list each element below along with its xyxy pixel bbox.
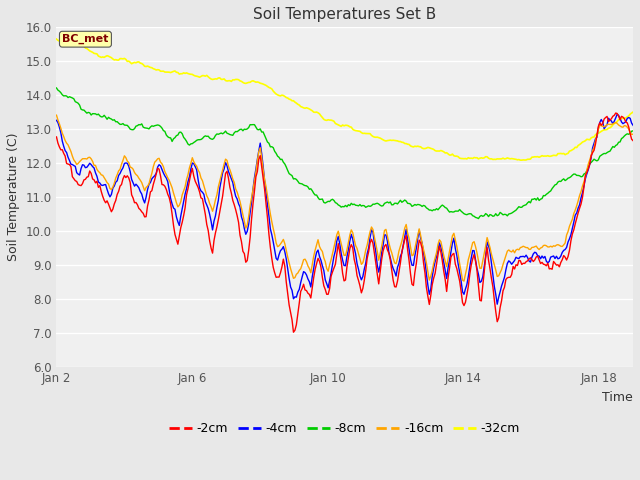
Y-axis label: Soil Temperature (C): Soil Temperature (C) [7,133,20,262]
Text: Time: Time [602,391,633,404]
Legend: -2cm, -4cm, -8cm, -16cm, -32cm: -2cm, -4cm, -8cm, -16cm, -32cm [164,418,525,440]
Title: Soil Temperatures Set B: Soil Temperatures Set B [253,7,436,22]
Text: BC_met: BC_met [62,34,109,44]
